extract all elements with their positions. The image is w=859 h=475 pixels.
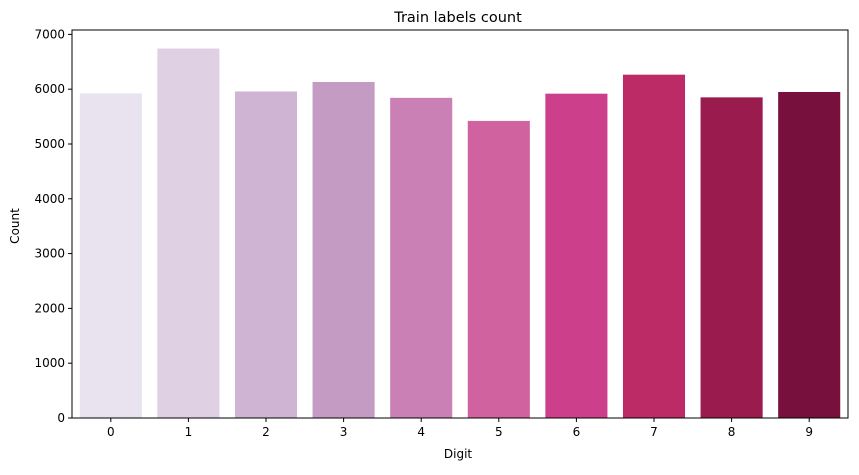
y-tick-label-1000: 1000 — [34, 356, 65, 370]
y-tick-label-2000: 2000 — [34, 301, 65, 315]
x-tick-label-0: 0 — [107, 425, 115, 439]
y-tick-label-5000: 5000 — [34, 137, 65, 151]
x-tick-label-7: 7 — [650, 425, 658, 439]
bar-9 — [778, 91, 841, 418]
x-axis-label: Digit — [444, 447, 473, 461]
y-tick-label-4000: 4000 — [34, 192, 65, 206]
x-tick-label-9: 9 — [805, 425, 813, 439]
bar-7 — [622, 74, 686, 418]
bar-8 — [700, 97, 763, 418]
bar-0 — [79, 93, 142, 418]
x-tick-label-1: 1 — [185, 425, 193, 439]
plot-frame — [71, 29, 849, 419]
bar-1 — [157, 48, 220, 418]
y-tick-label-3000: 3000 — [34, 247, 65, 261]
y-tick-label-6000: 6000 — [34, 82, 65, 96]
x-tick-label-3: 3 — [340, 425, 348, 439]
x-tick-label-4: 4 — [417, 425, 425, 439]
chart-title: Train labels count — [393, 10, 522, 26]
bar-6 — [545, 93, 608, 418]
x-tick-label-6: 6 — [573, 425, 581, 439]
y-axis-label: Count — [8, 208, 22, 244]
x-tick-label-8: 8 — [728, 425, 736, 439]
x-tick-label-2: 2 — [262, 425, 270, 439]
x-axis-ticks: 0 1 2 3 4 5 6 7 8 9 — [107, 418, 813, 439]
bar-2 — [234, 91, 298, 419]
bars-group — [79, 48, 841, 419]
bar-5 — [467, 120, 530, 419]
y-tick-label-0: 0 — [57, 411, 65, 425]
x-tick-label-5: 5 — [495, 425, 503, 439]
y-tick-label-7000: 7000 — [34, 27, 65, 41]
bar-4 — [390, 97, 453, 418]
y-axis-ticks: 0 1000 2000 3000 4000 5000 6000 7000 — [34, 27, 72, 425]
bar-3 — [312, 82, 375, 418]
